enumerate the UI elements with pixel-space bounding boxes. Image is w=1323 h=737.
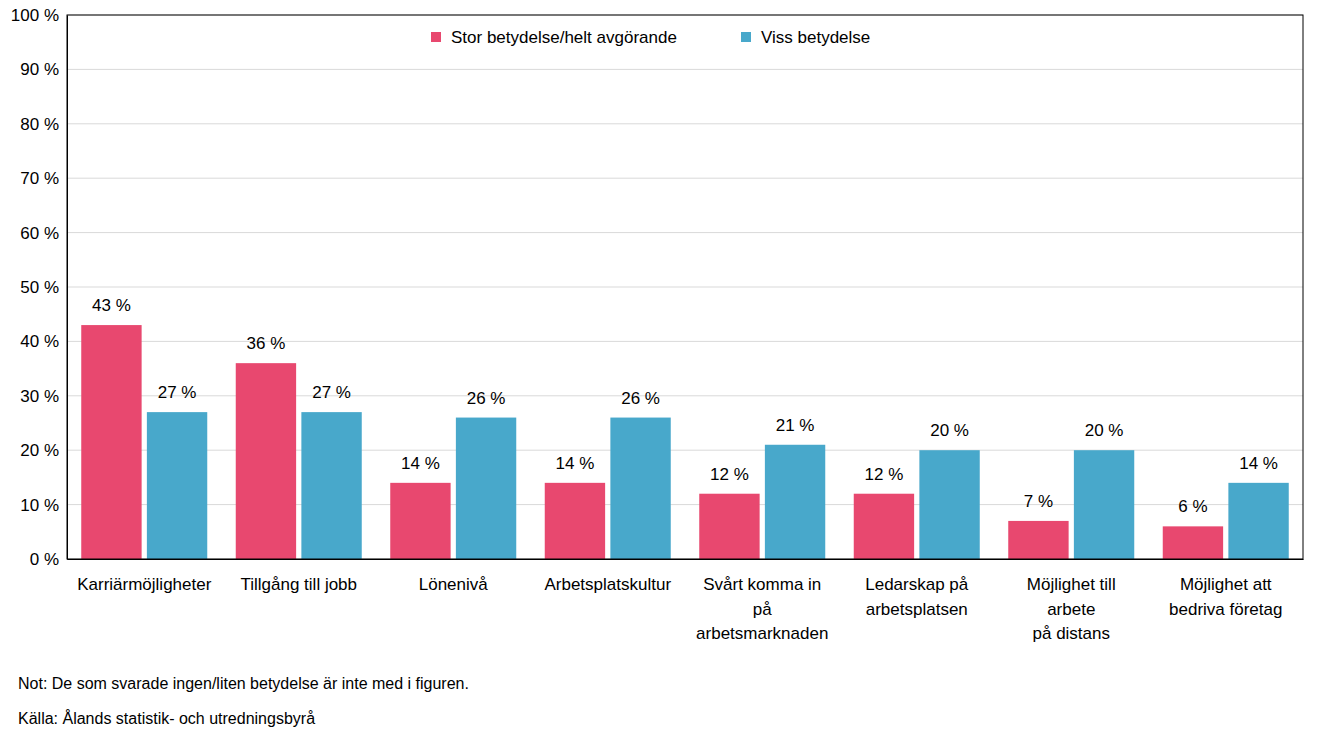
y-axis: 0 % 10 % 20 % 30 % 40 % 50 % 60 % 70 % 80 % 90 % 1… xyxy=(11,6,68,569)
data-label: 14 % xyxy=(556,454,595,473)
bar xyxy=(1228,483,1288,559)
data-label: 26 % xyxy=(621,389,660,408)
tick-label: 60 % xyxy=(20,224,59,243)
tick: Svårt komma inpåarbetsmarknaden xyxy=(696,559,828,643)
chart: 43 % 36 % 14 % 14 % 12 % 12 % 7 % 6 % 27 % 27 % 26… xyxy=(0,0,1323,737)
tick-label: 80 % xyxy=(20,115,59,134)
data-label: 12 % xyxy=(865,465,904,484)
tick: 100 % xyxy=(11,6,67,25)
data-label: 14 % xyxy=(1239,454,1278,473)
bar xyxy=(854,494,914,559)
bar-series xyxy=(147,412,1289,559)
data-label: 27 % xyxy=(158,383,197,402)
data-label: 7 % xyxy=(1024,492,1053,511)
bar xyxy=(765,445,825,559)
tick: 60 % xyxy=(20,224,67,243)
grid-line xyxy=(67,69,1303,70)
tick-label: 40 % xyxy=(20,332,59,351)
tick-label: Möjlighet tillarbetepå distans xyxy=(1027,575,1116,643)
tick-label: 100 % xyxy=(11,6,59,25)
tick: 30 % xyxy=(20,387,67,406)
tick-label: 10 % xyxy=(20,496,59,515)
grid xyxy=(67,15,1303,559)
bar xyxy=(1074,450,1134,559)
data-label: 12 % xyxy=(710,465,749,484)
data-labels: 43 % 36 % 14 % 14 % 12 % 12 % 7 % 6 % xyxy=(92,296,1208,516)
grid-line xyxy=(67,287,1303,288)
tick: Möjlighet tillarbetepå distans xyxy=(1027,559,1116,643)
tick-label: 20 % xyxy=(20,441,59,460)
bars xyxy=(81,325,1289,559)
tick-label: 70 % xyxy=(20,169,59,188)
legend-swatch xyxy=(431,32,441,42)
tick: 70 % xyxy=(20,169,67,188)
tick: Lönenivå xyxy=(419,559,489,594)
tick-label: Möjlighet attbedriva företag xyxy=(1169,575,1282,619)
data-label: 20 % xyxy=(1085,421,1124,440)
legend: Stor betydelse/helt avgörande Viss betyde… xyxy=(431,28,870,47)
bar xyxy=(301,412,361,559)
tick: 40 % xyxy=(20,332,67,351)
tick: 20 % xyxy=(20,441,67,460)
bar xyxy=(919,450,979,559)
bar xyxy=(1008,521,1068,559)
tick: 10 % xyxy=(20,496,67,515)
tick-label: 0 % xyxy=(30,550,59,569)
tick: Arbetsplatskultur xyxy=(544,559,671,594)
plot-frame xyxy=(67,15,1303,559)
bar xyxy=(545,483,605,559)
bar xyxy=(390,483,450,559)
tick: Ledarskap påarbetsplatsen xyxy=(865,559,969,619)
bar xyxy=(456,418,516,559)
legend-swatch xyxy=(741,32,751,42)
tick: 80 % xyxy=(20,115,67,134)
data-label: 21 % xyxy=(776,416,815,435)
tick: 0 % xyxy=(30,550,67,569)
bar xyxy=(699,494,759,559)
data-labels: 27 % 27 % 26 % 26 % 21 % 20 % 20 % 14 % xyxy=(158,383,1278,473)
data-label: 6 % xyxy=(1178,497,1207,516)
tick: 90 % xyxy=(20,60,67,79)
data-label: 27 % xyxy=(312,383,351,402)
tick: Karriärmöjligheter xyxy=(77,559,211,594)
data-label: 26 % xyxy=(467,389,506,408)
tick-label: Tillgång till jobb xyxy=(240,575,357,594)
bar xyxy=(236,363,296,559)
tick-label: 90 % xyxy=(20,60,59,79)
tick-label: Arbetsplatskultur xyxy=(544,575,671,594)
bar-series xyxy=(81,325,1223,559)
grid-line xyxy=(67,232,1303,233)
data-label: 43 % xyxy=(92,296,131,315)
data-label: 20 % xyxy=(930,421,969,440)
tick-label: Svårt komma inpåarbetsmarknaden xyxy=(696,575,828,643)
tick-label: Ledarskap påarbetsplatsen xyxy=(865,575,969,619)
bar xyxy=(147,412,207,559)
grid-line xyxy=(67,178,1303,179)
tick: 50 % xyxy=(20,278,67,297)
tick-label: 30 % xyxy=(20,387,59,406)
bar xyxy=(1163,526,1223,559)
source: Källa: Ålands statistik- och utredningsb… xyxy=(18,709,315,727)
bar xyxy=(610,418,670,559)
legend-label: Stor betydelse/helt avgörande xyxy=(451,28,677,47)
note: Not: De som svarade ingen/liten betydels… xyxy=(18,675,469,692)
tick-label: Lönenivå xyxy=(419,575,489,594)
tick: Tillgång till jobb xyxy=(240,559,357,594)
bar xyxy=(81,325,141,559)
legend-label: Viss betydelse xyxy=(761,28,870,47)
tick-label: Karriärmöjligheter xyxy=(77,575,211,594)
legend-item: Viss betydelse xyxy=(741,28,870,47)
x-axis: Karriärmöjligheter Tillgång till jobb Löne… xyxy=(68,559,1304,643)
data-label: 14 % xyxy=(401,454,440,473)
tick-label: 50 % xyxy=(20,278,59,297)
legend-item: Stor betydelse/helt avgörande xyxy=(431,28,677,47)
data-label: 36 % xyxy=(247,334,286,353)
tick: Möjlighet attbedriva företag xyxy=(1169,559,1282,619)
grid-line xyxy=(67,123,1303,124)
